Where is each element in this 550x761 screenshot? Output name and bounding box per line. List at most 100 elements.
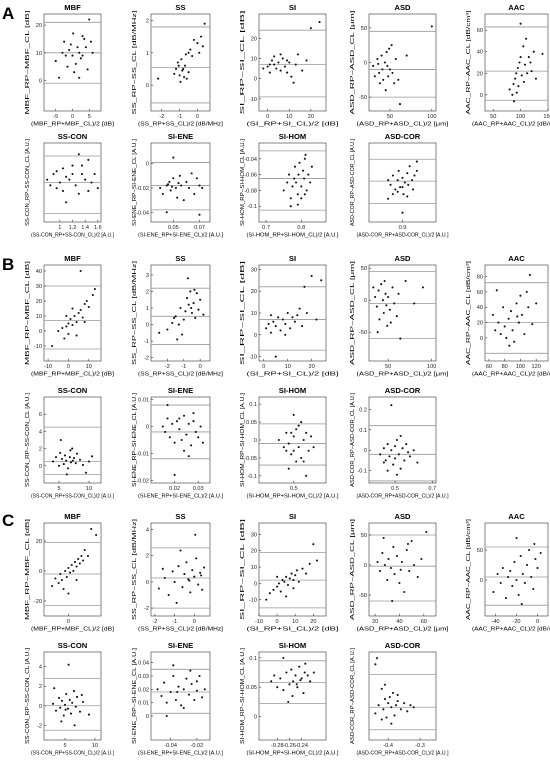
data-point: [391, 286, 394, 289]
subplot-title: AAC: [508, 3, 525, 12]
data-point: [194, 533, 197, 536]
x-axis-label: (SS-CON_RP+SS-CON_CL)/2 [A.U.]: [31, 751, 114, 757]
data-point: [397, 453, 400, 456]
data-point: [172, 156, 175, 159]
data-point: [520, 74, 523, 77]
data-point: [277, 582, 280, 585]
x-tick-label: 60: [421, 619, 427, 625]
data-point: [517, 593, 520, 597]
data-point: [303, 671, 306, 674]
y-axis-label: SI-ENE_RP−SI-ENE_CL [A.U.]: [132, 139, 138, 226]
y-axis-label: AAC_RP−AAC_CL [dB/cm³]: [466, 518, 472, 620]
data-point: [380, 718, 383, 721]
data-point: [380, 687, 383, 690]
data-point: [292, 579, 295, 582]
data-point: [60, 720, 63, 723]
data-point: [295, 428, 298, 431]
data-point: [275, 67, 278, 70]
data-point: [382, 461, 385, 464]
data-point: [193, 698, 196, 702]
data-point: [81, 54, 84, 57]
x-tick-label: 10: [285, 364, 291, 370]
subplot-title: AAC: [508, 512, 525, 521]
x-tick-label: 10: [286, 114, 292, 120]
subplot-title: SI-ENE: [168, 386, 193, 395]
data-point: [381, 68, 384, 71]
data-point: [390, 404, 393, 407]
data-point: [296, 686, 299, 689]
y-axis-label: SI_RP−SI_CL [dB]: [240, 260, 246, 365]
data-point: [180, 704, 183, 707]
data-point: [66, 707, 70, 710]
x-axis-label: (AAC_RP+AAC_CL)/2 [dB/cm³]: [472, 627, 550, 633]
y-axis-label: SS-CON_RP−SS-CON_CL [A.U.]: [25, 139, 31, 226]
y-tick-label: -1: [144, 339, 149, 345]
data-point: [78, 51, 81, 54]
data-point: [78, 458, 82, 461]
data-point: [377, 289, 380, 292]
data-point: [303, 157, 306, 160]
x-axis-label: (ASD-COR_RP+ASD-COR_CL)/2 [A.U.]: [357, 233, 449, 239]
x-tick-label: 1.4: [81, 225, 89, 231]
data-point: [525, 37, 528, 40]
data-point: [511, 584, 514, 588]
data-point: [59, 572, 62, 576]
data-point: [401, 211, 404, 214]
data-point: [67, 592, 70, 595]
data-point: [396, 190, 399, 193]
y-tick-label: -10: [34, 344, 42, 350]
data-point: [405, 548, 408, 552]
data-point: [63, 454, 67, 457]
plot-frame: [43, 264, 102, 362]
data-point: [383, 563, 386, 567]
x-axis-label: (ASD_RP+ASD_CL)/2 [μm]: [357, 122, 450, 128]
data-point: [190, 682, 193, 686]
data-point: [80, 164, 84, 167]
data-point: [397, 292, 400, 295]
data-point: [192, 412, 195, 415]
data-point: [391, 193, 394, 196]
subplot-c-si-hom: -0.28 -0.26 -0.24 0 0.05 0.1 SI-HOM (SI-HOM_RP+…: [240, 641, 339, 757]
data-point: [166, 183, 170, 186]
data-point: [287, 173, 291, 176]
data-point: [268, 71, 271, 74]
y-tick-label: 50: [361, 266, 367, 272]
subplot-title: SS-CON: [58, 641, 88, 650]
data-point: [304, 153, 307, 156]
data-point: [190, 306, 193, 310]
y-tick-label: 20: [477, 321, 483, 327]
data-point: [509, 310, 513, 313]
data-point: [376, 560, 379, 564]
subplot-title: SI-HOM: [279, 641, 306, 650]
data-point: [411, 179, 414, 182]
plot-frame: [258, 142, 327, 223]
data-point: [288, 577, 291, 580]
data-point: [54, 60, 57, 63]
y-axis-label: SI-HOM_RP−SI-HOM_CL [A.U.]: [240, 139, 246, 226]
data-point: [310, 165, 313, 168]
data-point: [499, 333, 502, 336]
data-point: [79, 308, 82, 312]
data-point: [191, 569, 194, 572]
data-point: [380, 283, 383, 286]
subplot-title: ASD-COR: [385, 132, 421, 141]
y-tick-label: 0: [146, 162, 149, 168]
data-point: [177, 323, 180, 326]
data-point: [69, 571, 72, 574]
plot-frame: [150, 264, 211, 362]
y-axis-label: MBF_RP−MBF_CL [dB]: [25, 10, 31, 115]
y-tick-label: 0: [254, 581, 257, 587]
subplot-a-aac: 50 100 150 0 20 40 60 AAC (AAC_RP+AAC_CL)/2 [dB/…: [466, 3, 550, 128]
data-point: [84, 178, 87, 181]
data-point: [421, 286, 425, 289]
x-tick-label: 0: [262, 364, 265, 370]
data-point: [190, 311, 194, 315]
data-point: [312, 543, 315, 546]
data-point: [285, 449, 288, 452]
data-point: [67, 566, 70, 570]
y-tick-label: 0: [39, 704, 42, 710]
subplot-title: MBF: [64, 254, 81, 263]
y-axis-label: SI_RP−SI_CL [dB]: [240, 10, 246, 115]
data-point: [84, 471, 88, 474]
data-point: [406, 172, 409, 175]
